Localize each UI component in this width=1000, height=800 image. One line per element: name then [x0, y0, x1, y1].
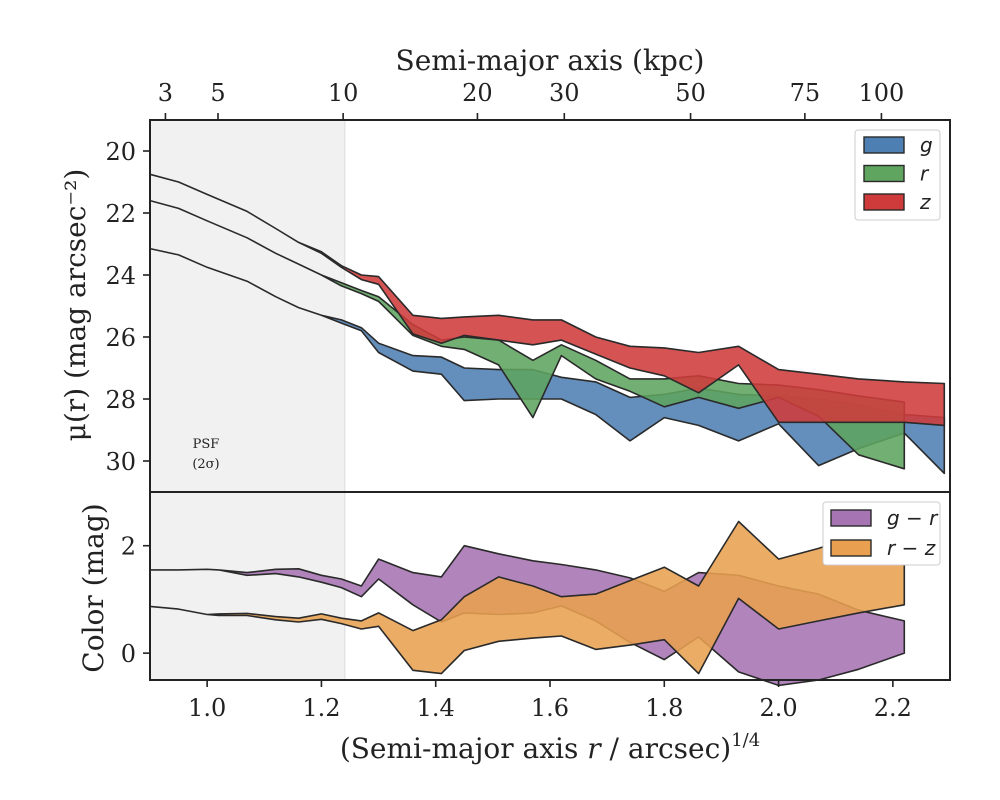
- x-axis-title-sup: 1/4: [731, 730, 760, 751]
- top-x-tick-label: 10: [328, 79, 359, 107]
- y-axis-title-bottom: Color (mag): [77, 503, 110, 672]
- x-axis-title-main: (Semi-major axis: [340, 732, 587, 765]
- top-x-tick-label: 30: [549, 79, 580, 107]
- x-tick-label: 1.4: [417, 694, 455, 722]
- top-legend-label: r: [920, 162, 930, 186]
- x-tick-label: 1.0: [188, 694, 226, 722]
- top-x-tick-label: 20: [462, 79, 493, 107]
- x-tick-label: 2.2: [874, 694, 912, 722]
- series-band-1: [149, 199, 906, 470]
- bottom-legend-label: g − r: [887, 506, 939, 530]
- bottom-legend-label: r − z: [887, 536, 936, 560]
- top-x-tick-label: 100: [859, 79, 905, 107]
- x-tick-label: 2.0: [759, 694, 797, 722]
- y-tick-label-bottom: 0: [121, 640, 136, 668]
- psf-label-line1: PSF: [193, 437, 220, 452]
- top-legend-swatch: [863, 136, 905, 154]
- top-x-tick-label: 3: [158, 79, 173, 107]
- y-tick-label-top: 20: [105, 138, 136, 166]
- top-x-tick-label: 50: [675, 79, 706, 107]
- bottom-legend-swatch: [830, 509, 872, 527]
- x-tick-label: 1.2: [302, 694, 340, 722]
- psf-region-bottom: [150, 492, 345, 680]
- y-tick-label-top: 26: [105, 324, 136, 352]
- y-tick-label-top: 30: [105, 448, 136, 476]
- top-legend-swatch: [863, 193, 905, 211]
- x-tick-label: 1.6: [531, 694, 569, 722]
- bottom-legend-swatch: [830, 539, 872, 557]
- psf-region: [150, 120, 345, 492]
- top-axis-title: Semi-major axis (kpc): [396, 44, 705, 77]
- top-legend-label: g: [920, 133, 933, 157]
- top-x-tick-label: 5: [210, 79, 225, 107]
- top-legend-label: z: [919, 190, 931, 214]
- y-tick-label-top: 24: [105, 262, 136, 290]
- surface-brightness-panel: 20 22 24 26 28 30 3 5 10 20 30 50 75 100 PSF (2σ) grz: [105, 79, 951, 493]
- top-legend: grz: [854, 129, 941, 221]
- top-x-tick-label: 75: [790, 79, 821, 107]
- top-legend-swatch: [863, 164, 905, 183]
- x-axis-title: (Semi-major axis r / arcsec)1/4: [340, 730, 760, 765]
- y-axis-title-top: μ(r) (mag arcsec⁻²): [59, 169, 92, 442]
- series-band-2: [149, 173, 946, 427]
- y-tick-label-bottom: 2: [121, 533, 136, 561]
- color-panel: 0 2 1.0 1.2 1.4 1.6 1.8 2.0 2.2 g − r r − z: [121, 491, 951, 722]
- x-tick-label: 1.8: [645, 694, 683, 722]
- bottom-legend: g − r r − z: [822, 501, 941, 566]
- y-tick-label-top: 22: [105, 200, 136, 228]
- x-axis-title-var: r: [587, 732, 602, 765]
- y-tick-label-top: 28: [105, 386, 136, 414]
- series-band-0: [149, 247, 946, 475]
- x-axis-title-tail: / arcsec): [601, 732, 732, 765]
- psf-label-line2: (2σ): [192, 457, 219, 472]
